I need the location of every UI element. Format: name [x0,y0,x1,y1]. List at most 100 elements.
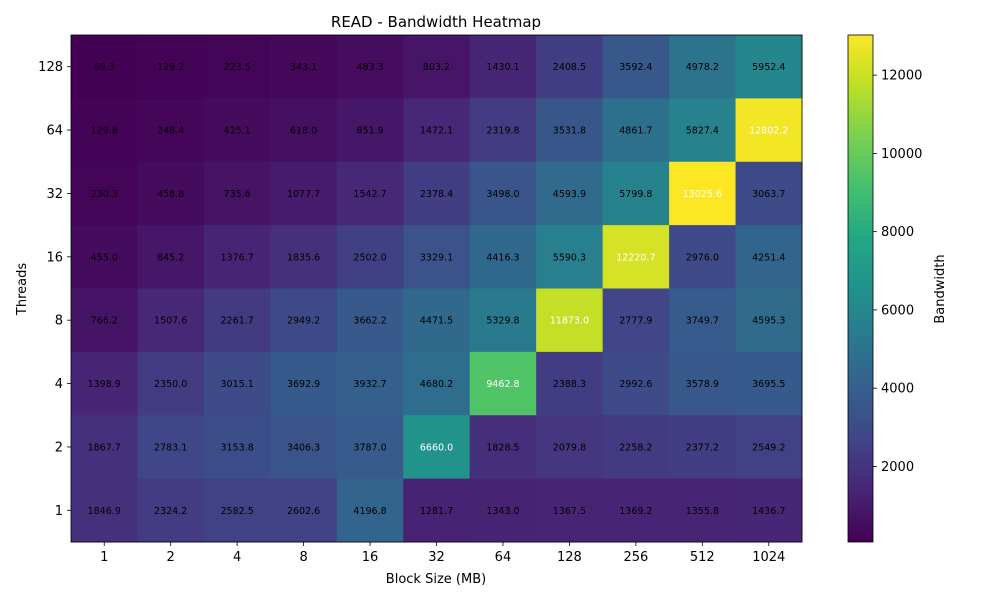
heatmap-cell [137,351,205,416]
cell-value-label: 5799.8 [619,189,652,200]
cell-value-label: 2079.8 [553,442,586,453]
cell-value-label: 4978.2 [686,62,719,73]
heatmap-cell [469,98,537,163]
heatmap-cell [270,98,338,163]
colorbar: 2000 4000 6000 8000 10000 12000 [847,34,922,543]
cell-value-label: 1369.2 [619,506,652,517]
heatmap-cell [137,35,205,99]
heatmap-cell [469,225,537,289]
x-tick-label: 256 [623,550,648,565]
cell-value-label: 851.9 [356,126,383,137]
cell-value-label: 2976.0 [686,252,719,263]
cell-value-label: 2324.2 [154,506,187,517]
cell-value-label: 343.1 [290,62,317,73]
cell-value-label: 4196.8 [353,506,386,517]
heatmap-cell [602,478,670,543]
cell-value-label: 129.2 [157,62,184,73]
heatmap-cell [270,415,338,480]
heatmap-cell [137,161,205,226]
colorbar-tick-label: 10000 [881,147,922,162]
cell-value-label: 3787.0 [353,442,386,453]
y-tick-label: 16 [46,250,63,265]
heatmap-cell [669,161,737,226]
cell-value-label: 2783.1 [154,442,187,453]
cell-value-label: 4593.9 [553,189,586,200]
x-axis-label: Block Size (MB) [386,572,486,587]
heatmap-cell [203,478,271,543]
heatmap-cell [669,415,737,480]
cell-value-label: 455.0 [91,252,118,263]
y-tick-label: 1 [55,504,63,519]
heatmap-cell [403,161,471,226]
cell-value-label: 1077.7 [287,189,320,200]
heatmap-cell [203,351,271,416]
heatmap-cell [270,35,338,99]
heatmap-cell [71,225,138,289]
heatmap-cell [735,225,803,289]
heatmap-cell [735,35,803,99]
cell-value-label: 3662.2 [353,316,386,327]
cell-value-label: 13025.6 [683,189,722,200]
heatmap-cell [669,478,737,543]
heatmap-cell [602,415,670,480]
heatmap-cell [403,351,471,416]
heatmap-cell [336,161,404,226]
x-tick-label: 128 [557,550,582,565]
y-tick-label: 64 [46,124,63,139]
heatmap-cell [71,161,138,226]
heatmap-cell [536,161,604,226]
heatmap-cell [735,415,803,480]
heatmap-cell [203,98,271,163]
heatmap-cell [602,225,670,289]
heatmap-cell [403,288,471,353]
cell-value-label: 2319.8 [486,126,519,137]
x-tick-label: 8 [299,550,307,565]
heatmap-cell [336,225,404,289]
heatmap-cell [469,288,537,353]
x-tick-label: 4 [233,550,241,565]
heatmap-cell [669,98,737,163]
heatmap-cell [536,415,604,480]
cell-value-label: 223.5 [224,62,251,73]
cell-value-label: 230.3 [91,189,118,200]
heatmap-cell [203,288,271,353]
heatmap-cell [536,288,604,353]
heatmap-cell [403,478,471,543]
cell-value-label: 1542.7 [353,189,386,200]
cell-value-label: 5590.3 [553,252,586,263]
heatmap-cell [735,288,803,353]
cell-value-label: 4680.2 [420,379,453,390]
x-tick-label: 1024 [752,550,785,565]
heatmap-cell [469,478,537,543]
heatmap-cell [669,351,737,416]
cell-value-label: 2549.2 [752,442,785,453]
heatmap-cell [469,35,537,99]
heatmap-cell [536,351,604,416]
x-tick-label: 64 [495,550,512,565]
cell-value-label: 3498.0 [486,189,519,200]
cell-value-label: 3063.7 [752,189,785,200]
cell-value-label: 3692.9 [287,379,320,390]
heatmap-cell [270,351,338,416]
heatmap-cell [602,35,670,99]
cell-value-label: 2388.3 [553,379,586,390]
cell-value-label: 2949.2 [287,316,320,327]
heatmap-cell [336,98,404,163]
y-tick-label: 2 [55,440,63,455]
heatmap-cell [336,478,404,543]
y-tick-label: 32 [46,187,63,202]
cell-value-label: 3592.4 [619,62,652,73]
heatmap-cell [203,161,271,226]
x-tick-label: 1 [100,550,108,565]
chart-title: READ - Bandwidth Heatmap [331,13,541,31]
heatmap-cell [270,225,338,289]
cell-value-label: 1398.9 [88,379,121,390]
heatmap-cell [536,225,604,289]
cell-value-label: 2350.0 [154,379,187,390]
y-tick-label: 128 [38,60,63,75]
cell-value-label: 3932.7 [353,379,386,390]
y-tick-label: 4 [55,377,63,392]
cell-value-label: 1436.7 [752,506,785,517]
colorbar-tick-label: 12000 [881,69,922,84]
heatmap-cell [71,288,138,353]
